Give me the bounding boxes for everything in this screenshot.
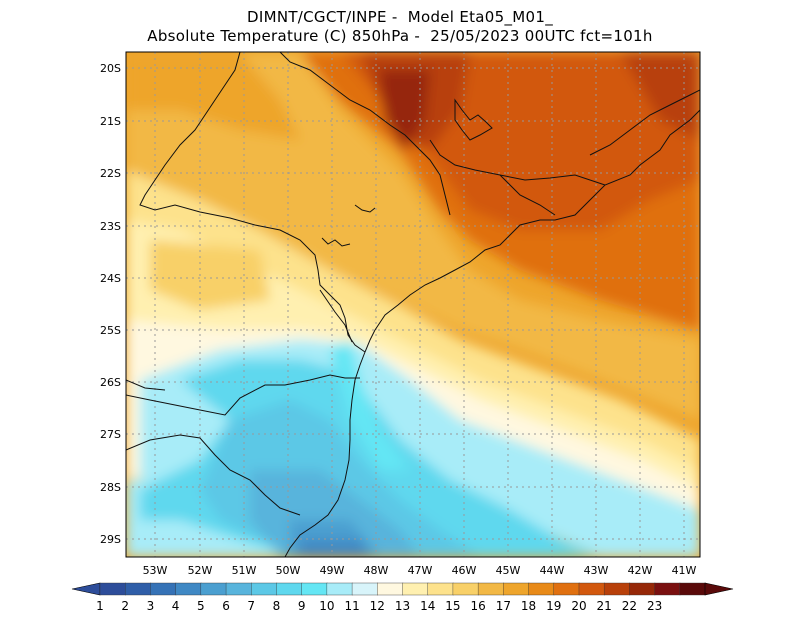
colorbar-swatch xyxy=(326,582,353,596)
colorbar-swatch xyxy=(377,582,404,596)
colorbar-label: 8 xyxy=(273,599,281,613)
lat-label: 27S xyxy=(100,428,121,441)
colorbar-label: 16 xyxy=(470,599,485,613)
colorbar-label: 19 xyxy=(546,599,561,613)
colorbar-label: 20 xyxy=(571,599,586,613)
colorbar-label: 17 xyxy=(496,599,511,613)
lon-label: 42W xyxy=(628,564,653,577)
lat-label: 28S xyxy=(100,481,121,494)
colorbar-swatch xyxy=(402,582,429,596)
colorbar-label: 9 xyxy=(298,599,306,613)
lon-label: 48W xyxy=(364,564,389,577)
lat-label: 22S xyxy=(100,167,121,180)
colorbar-swatch xyxy=(175,582,202,596)
map-frame xyxy=(125,51,701,558)
colorbar-swatch xyxy=(603,582,631,596)
colorbar-labels: 1 2 3 4 5 6 7 8 9 10 11 12 13 14 15 16 17 18 19 20 21 22 23 xyxy=(96,599,662,613)
lat-label: 29S xyxy=(100,533,121,546)
colorbar-swatch xyxy=(150,582,177,596)
colorbar-swatch xyxy=(225,582,252,596)
colorbar-swatch xyxy=(200,582,227,596)
colorbar-swatch xyxy=(99,582,126,596)
colorbar-label: 7 xyxy=(247,599,255,613)
lat-label: 25S xyxy=(100,324,121,337)
coastline-borders xyxy=(126,52,700,557)
colorbar-swatch xyxy=(477,582,505,596)
colorbar-label: 14 xyxy=(420,599,435,613)
colorbar-label: 18 xyxy=(521,599,536,613)
lat-label: 23S xyxy=(100,220,121,233)
colorbar-swatch xyxy=(679,582,706,596)
colorbar-label: 5 xyxy=(197,599,205,613)
lat-label: 24S xyxy=(100,272,121,285)
temperature-field xyxy=(126,52,700,557)
longitude-labels: 53W 52W 51W 50W 49W 48W 47W 46W 45W 44W … xyxy=(143,564,697,577)
colorbar-swatch xyxy=(251,582,278,596)
lat-label: 21S xyxy=(100,115,121,128)
colorbar-label: 2 xyxy=(121,599,129,613)
colorbar-label: 3 xyxy=(147,599,155,613)
colorbar-label: 22 xyxy=(622,599,637,613)
lon-label: 53W xyxy=(143,564,168,577)
colorbar-label: 11 xyxy=(344,599,359,613)
lat-label: 20S xyxy=(100,62,121,75)
colorbar-swatch xyxy=(629,582,656,596)
colorbar-label: 23 xyxy=(647,599,662,613)
colorbar-label: 15 xyxy=(445,599,460,613)
colorbar-label: 13 xyxy=(395,599,410,613)
colorbar-swatch xyxy=(276,582,303,596)
lon-label: 52W xyxy=(188,564,213,577)
map-title-line-2: Absolute Temperature (C) 850hPa - 25/05/… xyxy=(147,27,653,45)
colorbar-label: 6 xyxy=(222,599,230,613)
lon-label: 45W xyxy=(496,564,521,577)
colorbar-swatch xyxy=(301,582,328,596)
colorbar-swatch xyxy=(125,582,152,596)
colorbar-label: 21 xyxy=(597,599,612,613)
colorbar-swatch xyxy=(503,582,530,596)
graticule xyxy=(126,52,700,557)
lon-label: 44W xyxy=(540,564,565,577)
colorbar xyxy=(71,582,734,596)
lon-label: 50W xyxy=(276,564,301,577)
lon-label: 47W xyxy=(408,564,433,577)
lon-label: 46W xyxy=(452,564,477,577)
lon-label: 51W xyxy=(232,564,257,577)
lon-label: 43W xyxy=(584,564,609,577)
lat-label: 26S xyxy=(100,376,121,389)
colorbar-swatch xyxy=(528,582,555,596)
latitude-labels: 20S 21S 22S 23S 24S 25S 26S 27S 28S 29S xyxy=(100,62,121,546)
colorbar-swatch xyxy=(654,582,681,596)
colorbar-swatch xyxy=(578,582,605,596)
map-title-line-1: DIMNT/CGCT/INPE - Model Eta05_M01_ xyxy=(247,8,553,26)
colorbar-arrow-left xyxy=(71,582,101,596)
colorbar-label: 1 xyxy=(96,599,104,613)
colorbar-swatch xyxy=(553,582,580,596)
colorbar-swatch xyxy=(427,582,454,596)
colorbar-swatch xyxy=(452,582,479,596)
colorbar-label: 4 xyxy=(172,599,180,613)
lon-label: 41W xyxy=(672,564,697,577)
colorbar-label: 12 xyxy=(370,599,385,613)
colorbar-swatch xyxy=(351,582,378,596)
colorbar-label: 10 xyxy=(319,599,334,613)
lon-label: 49W xyxy=(320,564,345,577)
colorbar-arrow-right xyxy=(704,582,734,596)
